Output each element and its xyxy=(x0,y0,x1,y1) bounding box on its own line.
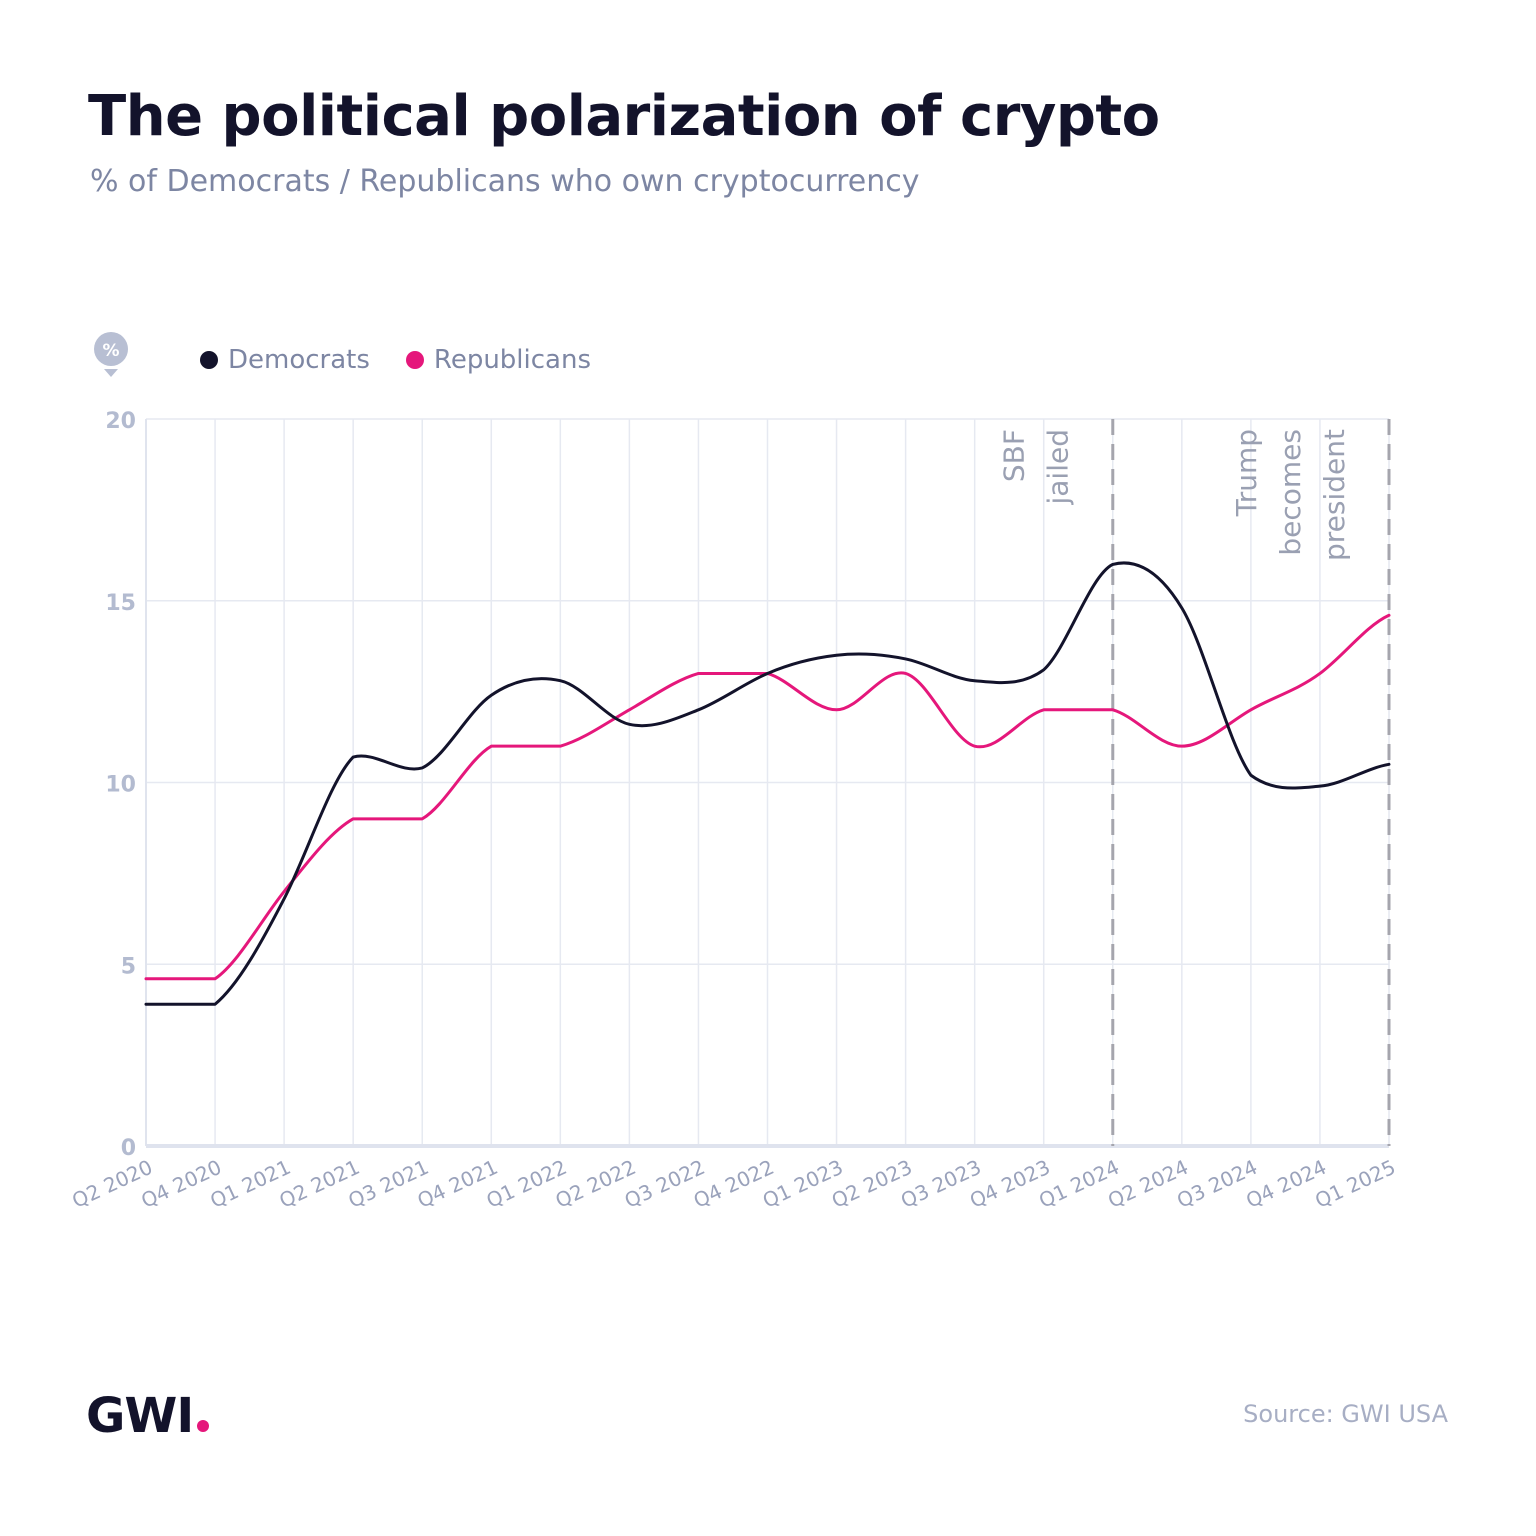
event-label: president xyxy=(1318,429,1351,561)
series-line-democrats xyxy=(144,561,1391,1006)
y-tick-label: 20 xyxy=(105,409,136,434)
y-tick-label: 5 xyxy=(121,954,136,979)
legend-label-republicans: Republicans xyxy=(433,345,592,375)
legend-dot-republicans xyxy=(405,351,424,369)
legend: Democrats Republicans xyxy=(200,345,627,375)
y-tick-label: 0 xyxy=(121,1136,136,1161)
chart-subtitle: % of Democrats / Republicans who own cry… xyxy=(90,164,920,199)
percent-icon-label: % xyxy=(102,341,119,361)
chart-title: The political polarization of crypto xyxy=(88,84,1160,149)
event-label: SBF xyxy=(998,429,1031,482)
event-label: Trump xyxy=(1230,429,1263,517)
event-label: becomes xyxy=(1274,429,1307,556)
logo-text: GWI xyxy=(86,1388,194,1444)
legend-label-democrats: Democrats xyxy=(228,345,370,375)
logo-dot xyxy=(197,1420,210,1432)
x-tick-label: Q1 2025 xyxy=(1311,1155,1399,1213)
legend-item-republicans: Republicans xyxy=(405,345,592,375)
legend-dot-democrats xyxy=(200,351,218,369)
percent-icon: % xyxy=(94,332,128,377)
gwi-logo: GWI xyxy=(86,1388,210,1444)
y-tick-label: 15 xyxy=(105,591,136,616)
event-label: jailed xyxy=(1042,429,1075,506)
legend-item-democrats: Democrats xyxy=(200,345,370,375)
source-note: Source: GWI USA xyxy=(1243,1400,1448,1428)
y-tick-label: 10 xyxy=(105,773,136,798)
